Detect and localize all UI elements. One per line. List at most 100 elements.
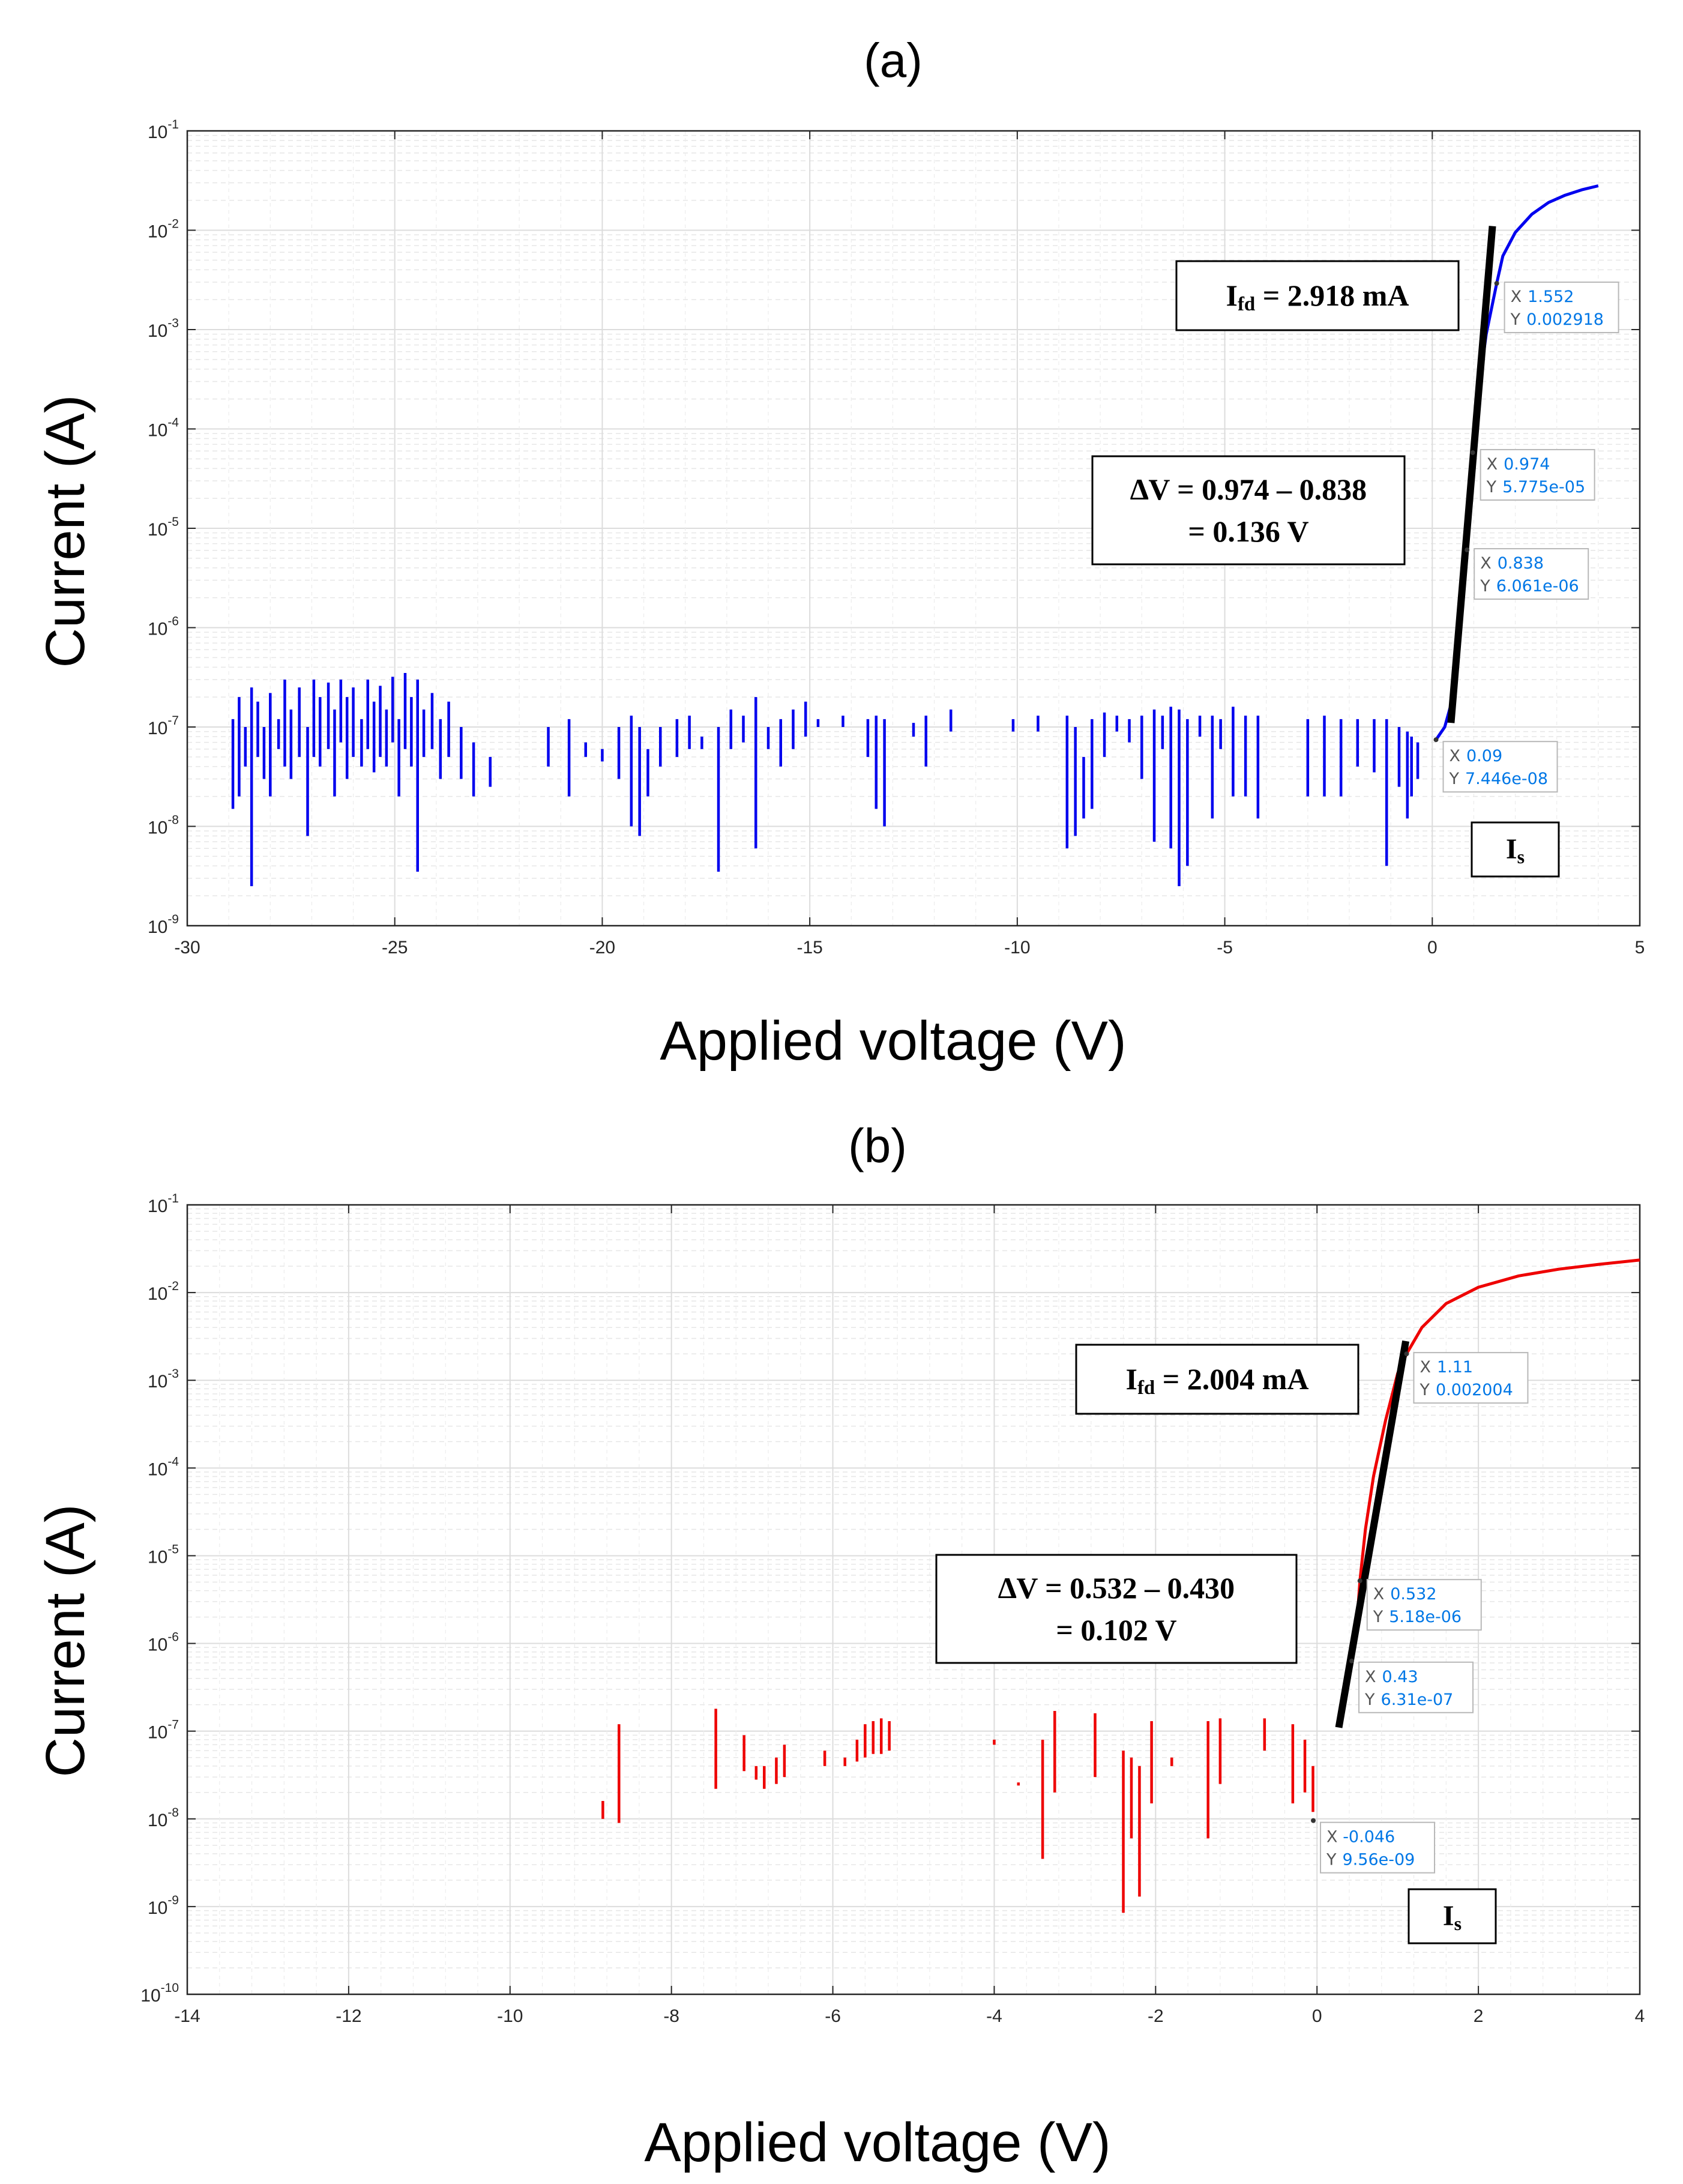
- panel-b-y-tick-base: 10: [140, 1986, 160, 2006]
- panel-a-data-tip-y: Y 5.775e-05: [1486, 478, 1586, 496]
- panel-b-y-tick-label: 10-4: [148, 1455, 179, 1479]
- panel-b-y-tick-base: 10: [148, 1372, 167, 1392]
- panel-b-x-tick-label: -4: [986, 2006, 1002, 2026]
- panel-b-y-tick-exponent: -2: [167, 1279, 179, 1293]
- panel-b-y-tick-label: 10-2: [148, 1279, 179, 1304]
- panel-a-data-tip-y-value: 7.446e-08: [1465, 770, 1548, 788]
- panel-a-data-tip-box: [1504, 282, 1619, 334]
- panel-a-data-tip-x: X 0.974: [1487, 455, 1550, 474]
- panel-b-is-box: [1408, 1888, 1497, 1944]
- panel-a-data-tip-box: [1480, 448, 1595, 501]
- panel-b-y-axis-title: Current (A): [35, 1504, 96, 1778]
- panel-b-x-tick-label: -6: [825, 2006, 841, 2026]
- panel-b-data-tip-y: Y 5.18e-06: [1373, 1608, 1462, 1626]
- panel-a-y-tick-exponent: -9: [167, 913, 179, 926]
- panel-a-dv-box: [1091, 455, 1406, 566]
- panel-b-data-tip-y-value: 5.18e-06: [1389, 1608, 1462, 1626]
- panel-b-data-tip-x-key: X: [1420, 1358, 1431, 1377]
- panel-a-y-tick-base: 10: [148, 620, 167, 639]
- panel-b-x-tick-label: -14: [174, 2006, 200, 2026]
- panel-b-data-tip-box: [1358, 1661, 1474, 1713]
- panel-a-data-tip-marker: [1494, 281, 1499, 286]
- panel-b-dv-line1: ∆V = 0.532 – 0.430: [998, 1571, 1235, 1605]
- panel-a-data-tip-x-value: 0.838: [1498, 554, 1544, 573]
- panel-b-data-tip-x: X 0.532: [1373, 1585, 1437, 1603]
- panel-b-data-tip-x-value: 0.43: [1382, 1668, 1418, 1686]
- panel-b-ifd-value: = 2.004 mA: [1155, 1362, 1308, 1396]
- panel-a-y-tick-exponent: -1: [167, 118, 179, 131]
- panel-b-y-tick-label: 10-9: [148, 1893, 179, 1918]
- panel-b-x-tick-label: -12: [336, 2006, 361, 2026]
- panel-b-data-tip-x: X 0.43: [1365, 1668, 1418, 1686]
- panel-b-x-tick-label: 0: [1312, 2006, 1322, 2026]
- panel-a-data-tip-box: [1474, 548, 1589, 600]
- panel-b-data-tip-y: Y 6.31e-07: [1364, 1691, 1453, 1709]
- panel-a-y-tick-exponent: -2: [167, 217, 179, 231]
- panel-a-data-tip-x-value: 0.09: [1466, 747, 1502, 765]
- panel-b-x-tick-label: -8: [663, 2006, 679, 2026]
- panel-a-y-tick-base: 10: [148, 321, 167, 341]
- panel-a-title: (a): [864, 34, 923, 87]
- panel-b-data-tip: X 0.43 Y 6.31e-07: [1349, 1658, 1474, 1713]
- panel-b-is-subscript: s: [1454, 1913, 1462, 1934]
- panel-a-y-tick-exponent: -8: [167, 813, 179, 827]
- panel-a-x-tick-label: 5: [1635, 938, 1645, 958]
- panel-a-ifd-label: Ifd = 2.918 mA: [1226, 279, 1409, 315]
- panel-a-y-tick-label: 10-6: [148, 615, 179, 639]
- panel-a-y-tick-exponent: -4: [167, 416, 179, 430]
- panel-b-data-tip-x-value: -0.046: [1343, 1828, 1395, 1847]
- panel-a-y-tick-base: 10: [148, 917, 167, 937]
- panel-b-ifd-label: Ifd = 2.004 mA: [1125, 1362, 1308, 1399]
- panel-a-y-tick-base: 10: [148, 122, 167, 142]
- panel-b-data-tip-y: Y 0.002004: [1419, 1381, 1513, 1399]
- panel-b-data-tip: X -0.046 Y 9.56e-09: [1311, 1818, 1436, 1874]
- panel-a-data-tip-x-value: 0.974: [1504, 455, 1550, 474]
- panel-a-y-tick-exponent: -6: [167, 615, 179, 629]
- panel-a-data-tip-x-key: X: [1450, 747, 1461, 765]
- panel-b-plot-area: -14 -12 -10 -8 -6 -4 -2 0 2 410-1010-910-810-710-…: [140, 1192, 1645, 2026]
- panel-b-data-tip-box: [1320, 1821, 1436, 1874]
- panel-b-y-tick-base: 10: [148, 1547, 167, 1567]
- panel-b-data-tip-x-value: 1.11: [1437, 1358, 1473, 1377]
- panel-b: (b) Applied voltage (V) Current (A) -14 -…: [35, 1119, 1645, 2173]
- panel-a-data-tip-y-key: Y: [1449, 770, 1460, 788]
- panel-a-data-tip-y-value: 5.775e-05: [1502, 478, 1585, 496]
- panel-b-y-tick-label: 10-1: [148, 1192, 179, 1216]
- panel-b-x-axis-title: Applied voltage (V): [644, 2112, 1110, 2173]
- panel-b-data-tip-y-key: Y: [1373, 1608, 1383, 1626]
- panel-b-data-tip-x: X 1.11: [1420, 1358, 1473, 1377]
- panel-b-x-tick-label: -2: [1148, 2006, 1164, 2026]
- panel-b-y-tick-label: 10-3: [148, 1367, 179, 1392]
- panel-b-y-tick-base: 10: [148, 1898, 167, 1918]
- panel-b-title: (b): [848, 1119, 907, 1172]
- panel-a-data-tip: X 0.838 Y 6.061e-06: [1465, 547, 1589, 600]
- panel-a-data-tip-marker: [1465, 547, 1470, 552]
- panel-b-is-label: Is: [1443, 1900, 1462, 1934]
- panel-a: (a) Applied voltage (V) Current (A) -30-…: [35, 34, 1645, 1072]
- panel-b-dv-box: [935, 1554, 1298, 1664]
- panel-a-data-tip-y: Y 0.002918: [1510, 310, 1604, 329]
- panel-b-y-tick-label: 10-7: [148, 1718, 179, 1743]
- panel-b-ifd-subscript: fd: [1137, 1377, 1155, 1399]
- panel-a-ifd-box: [1175, 260, 1460, 331]
- panel-b-y-tick-exponent: -7: [167, 1718, 179, 1732]
- panel-a-y-axis-title: Current (A): [35, 395, 96, 668]
- panel-b-y-tick-label: 10-6: [148, 1630, 179, 1655]
- panel-a-data-tip-y-key: Y: [1486, 478, 1497, 496]
- panel-a-y-tick-label: 10-2: [148, 217, 179, 242]
- panel-b-y-tick-label: 10-8: [148, 1806, 179, 1830]
- panel-a-data-tip-x-key: X: [1487, 455, 1498, 474]
- panel-b-fit-line: [1335, 1340, 1410, 1728]
- panel-b-y-tick-exponent: -3: [167, 1367, 179, 1381]
- panel-a-y-tick-base: 10: [148, 719, 167, 738]
- panel-b-data-tip-x-key: X: [1373, 1585, 1385, 1603]
- panel-a-noise-series: [231, 672, 1420, 887]
- panel-b-x-tick-label: 4: [1635, 2006, 1645, 2026]
- panel-b-data-tip-x-key: X: [1365, 1668, 1376, 1686]
- panel-a-y-tick-label: 10-8: [148, 813, 179, 838]
- panel-a-plot-area: -30 -25 -20 -15 -10 -5 0 510-910-810-710-610-51…: [148, 118, 1645, 958]
- panel-a-data-tip: X 0.09 Y 7.446e-08: [1433, 737, 1558, 793]
- panel-a-x-tick-label: -5: [1217, 938, 1233, 958]
